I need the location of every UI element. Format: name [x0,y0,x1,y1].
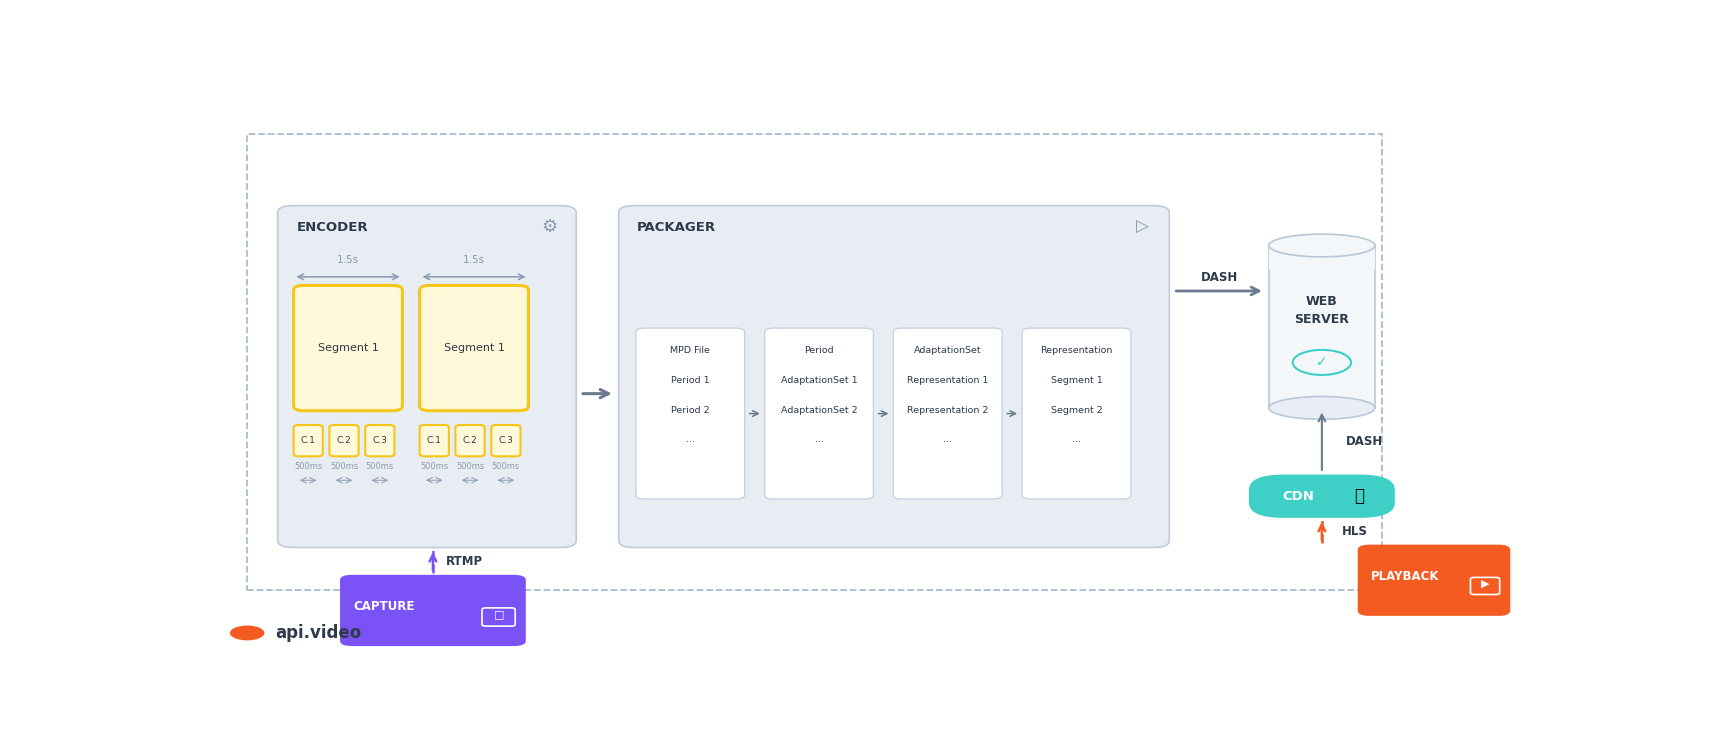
Text: Representation 1: Representation 1 [907,376,988,385]
FancyBboxPatch shape [1248,474,1395,518]
Text: ✓: ✓ [1317,355,1329,369]
FancyBboxPatch shape [1022,328,1132,499]
Text: Segment 1: Segment 1 [317,343,378,353]
Text: HLS: HLS [1342,525,1368,538]
Text: DASH: DASH [1346,434,1383,448]
Text: AdaptationSet 2: AdaptationSet 2 [781,406,858,414]
Text: CAPTURE: CAPTURE [353,600,414,613]
FancyBboxPatch shape [765,328,873,499]
FancyBboxPatch shape [894,328,1002,499]
Text: ...: ... [1072,435,1080,444]
Text: Segment 2: Segment 2 [1051,406,1103,414]
Bar [1269,246,1375,408]
Text: 🌐: 🌐 [1354,487,1364,505]
Text: RTMP: RTMP [447,555,483,568]
FancyBboxPatch shape [618,206,1169,548]
FancyBboxPatch shape [419,286,529,411]
Text: 500ms: 500ms [294,462,322,471]
Text: ▶: ▶ [1481,579,1489,589]
Text: 500ms: 500ms [330,462,358,471]
Text: ...: ... [943,435,952,444]
Text: WEB
SERVER: WEB SERVER [1294,295,1349,326]
FancyBboxPatch shape [365,425,394,457]
FancyBboxPatch shape [277,206,577,548]
Text: AdaptationSet: AdaptationSet [914,346,981,355]
Text: Segment 1: Segment 1 [1051,376,1103,385]
Text: PACKAGER: PACKAGER [637,221,716,234]
Circle shape [229,625,264,640]
Text: CDN: CDN [1282,490,1313,502]
Text: 500ms: 500ms [366,462,394,471]
Text: Representation: Representation [1041,346,1113,355]
Text: DASH: DASH [1200,271,1238,283]
Text: □: □ [495,610,505,619]
FancyBboxPatch shape [1358,545,1510,616]
Text: ▷: ▷ [1137,218,1149,236]
Text: C.3: C.3 [373,436,387,445]
Text: Segment 1: Segment 1 [443,343,505,353]
FancyBboxPatch shape [419,425,449,457]
Text: AdaptationSet 1: AdaptationSet 1 [781,376,858,385]
Text: ⚙: ⚙ [541,218,558,236]
Text: 500ms: 500ms [419,462,449,471]
FancyBboxPatch shape [635,328,745,499]
Text: MPD File: MPD File [671,346,710,355]
Text: PLAYBACK: PLAYBACK [1371,571,1440,583]
Text: C.1: C.1 [426,436,442,445]
Text: C.2: C.2 [337,436,351,445]
Text: 500ms: 500ms [455,462,484,471]
Text: C.3: C.3 [498,436,514,445]
Text: C.2: C.2 [462,436,478,445]
Text: ENCODER: ENCODER [296,221,368,234]
Bar [247,135,1382,591]
Text: Period 1: Period 1 [671,376,710,385]
FancyBboxPatch shape [294,286,402,411]
Ellipse shape [1269,397,1375,420]
FancyBboxPatch shape [341,575,526,646]
Text: Period: Period [805,346,834,355]
FancyBboxPatch shape [294,425,324,457]
Ellipse shape [1269,234,1375,257]
Bar [1269,246,1375,270]
Text: ...: ... [815,435,823,444]
Text: ...: ... [687,435,695,444]
FancyBboxPatch shape [329,425,358,457]
Text: 1.5s: 1.5s [462,255,484,266]
Text: 500ms: 500ms [491,462,520,471]
Text: Representation 2: Representation 2 [907,406,988,414]
Text: 1.5s: 1.5s [337,255,360,266]
Text: Period 2: Period 2 [671,406,710,414]
Text: C.1: C.1 [301,436,315,445]
FancyBboxPatch shape [455,425,484,457]
FancyBboxPatch shape [491,425,520,457]
Text: api.video: api.video [276,624,361,642]
